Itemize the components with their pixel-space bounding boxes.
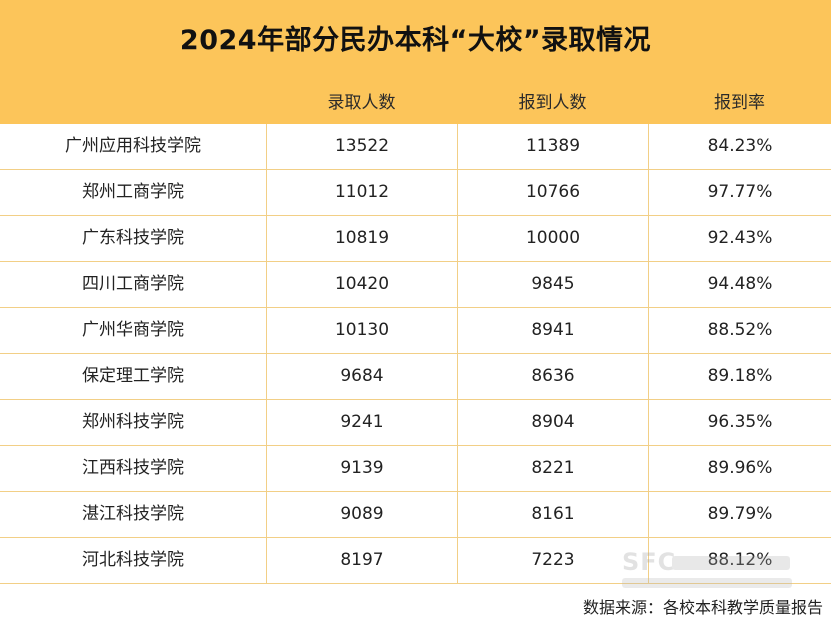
enrolled-cell: 8221 <box>457 446 648 491</box>
enrolled-cell: 11389 <box>457 124 648 169</box>
school-name-cell: 江西科技学院 <box>82 458 184 478</box>
rate-cell: 97.77% <box>648 170 831 215</box>
rate-cell: 89.18% <box>648 354 831 399</box>
table-row: 广州应用科技学院 13522 11389 84.23% <box>0 124 831 170</box>
school-name-cell: 四川工商学院 <box>82 274 184 294</box>
admitted-cell: 9241 <box>266 400 457 445</box>
column-header-rate: 报到率 <box>714 93 765 113</box>
table-row: 江西科技学院 9139 8221 89.96% <box>0 446 831 492</box>
rate-cell: 89.96% <box>648 446 831 491</box>
column-header-admitted: 录取人数 <box>327 93 396 113</box>
table-row: 郑州工商学院 11012 10766 97.77% <box>0 170 831 216</box>
table-row: 湛江科技学院 9089 8161 89.79% <box>0 492 831 538</box>
rate-cell: 92.43% <box>648 216 831 261</box>
rate-cell: 88.52% <box>648 308 831 353</box>
watermark-decoration <box>672 556 790 570</box>
admitted-cell: 11012 <box>266 170 457 215</box>
enrolled-cell: 8161 <box>457 492 648 537</box>
data-table: 广州应用科技学院 13522 11389 84.23% 郑州工商学院 11012… <box>0 124 831 584</box>
admitted-cell: 9089 <box>266 492 457 537</box>
watermark-decoration <box>622 578 792 588</box>
enrolled-cell: 7223 <box>457 538 648 583</box>
school-name-cell: 广州华商学院 <box>82 320 184 340</box>
rate-cell: 89.79% <box>648 492 831 537</box>
admitted-cell: 10130 <box>266 308 457 353</box>
admitted-cell: 10420 <box>266 262 457 307</box>
enrolled-cell: 8636 <box>457 354 648 399</box>
school-name-cell: 广东科技学院 <box>82 228 184 248</box>
watermark-text: SFC <box>622 548 677 576</box>
school-name-cell: 保定理工学院 <box>82 366 184 386</box>
admitted-cell: 10819 <box>266 216 457 261</box>
rate-cell: 94.48% <box>648 262 831 307</box>
school-name-cell: 湛江科技学院 <box>82 504 184 524</box>
rate-cell: 84.23% <box>648 124 831 169</box>
table-row: 四川工商学院 10420 9845 94.48% <box>0 262 831 308</box>
school-name-cell: 河北科技学院 <box>82 550 184 570</box>
table-row: 广州华商学院 10130 8941 88.52% <box>0 308 831 354</box>
table-header: 2024年部分民办本科“大校”录取情况 录取人数 报到人数 报到率 <box>0 0 831 124</box>
admitted-cell: 13522 <box>266 124 457 169</box>
table-row: 广东科技学院 10819 10000 92.43% <box>0 216 831 262</box>
enrolled-cell: 10000 <box>457 216 648 261</box>
admitted-cell: 9684 <box>266 354 457 399</box>
school-name-cell: 郑州工商学院 <box>82 182 184 202</box>
watermark-logo: SFC <box>622 548 797 594</box>
column-header-enrolled: 报到人数 <box>518 93 587 113</box>
enrolled-cell: 8904 <box>457 400 648 445</box>
source-note: 数据来源：各校本科教学质量报告 <box>582 598 823 617</box>
table-row: 保定理工学院 9684 8636 89.18% <box>0 354 831 400</box>
rate-cell: 96.35% <box>648 400 831 445</box>
enrolled-cell: 9845 <box>457 262 648 307</box>
page-title: 2024年部分民办本科“大校”录取情况 <box>179 25 652 56</box>
enrolled-cell: 10766 <box>457 170 648 215</box>
rate-cell: 88.12% <box>648 538 831 583</box>
admitted-cell: 8197 <box>266 538 457 583</box>
table-row: 河北科技学院 8197 7223 88.12% <box>0 538 831 584</box>
school-name-cell: 广州应用科技学院 <box>65 136 201 156</box>
school-name-cell: 郑州科技学院 <box>82 412 184 432</box>
admitted-cell: 9139 <box>266 446 457 491</box>
table-row: 郑州科技学院 9241 8904 96.35% <box>0 400 831 446</box>
enrolled-cell: 8941 <box>457 308 648 353</box>
